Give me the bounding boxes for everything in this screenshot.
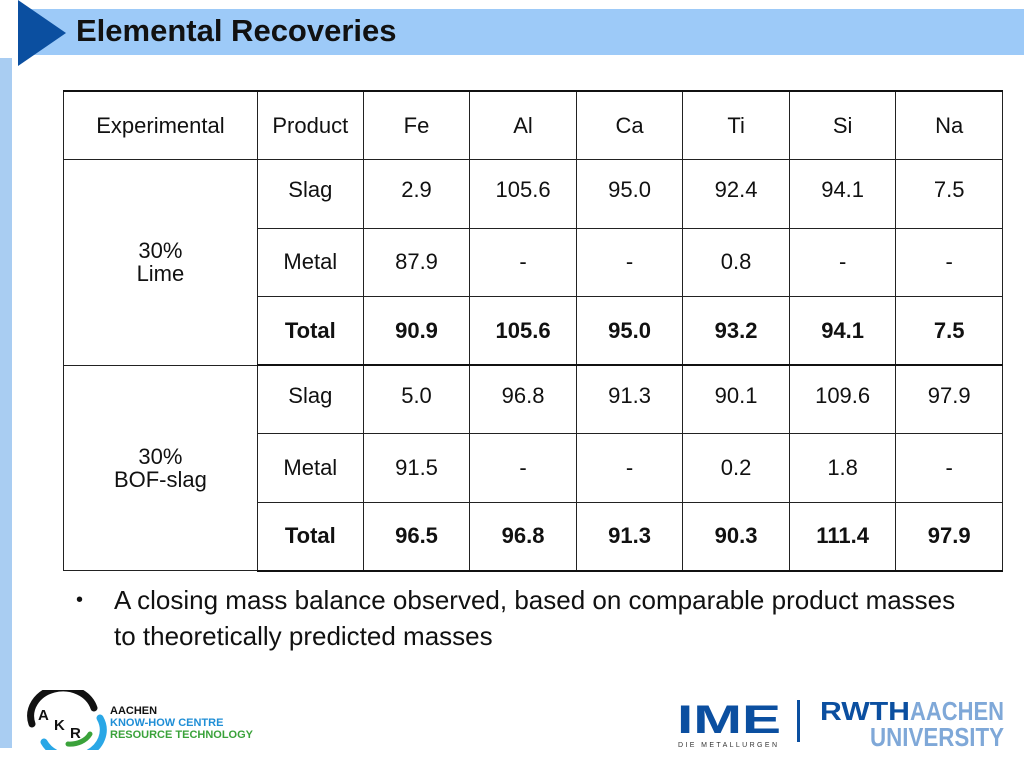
value-cell: 97.9: [895, 364, 1003, 434]
value-cell: 0.8: [682, 227, 790, 297]
column-header: Product: [256, 90, 364, 160]
value-cell: 95.0: [575, 296, 684, 366]
value-cell: 7.5: [895, 296, 1003, 366]
experimental-cell: 30% BOF-slag: [63, 364, 258, 571]
product-cell: Slag: [256, 159, 364, 229]
value-cell: 96.5: [362, 501, 471, 572]
akr-logo: A K R: [27, 690, 107, 750]
product-cell: Slag: [256, 364, 364, 434]
column-header: Experimental: [63, 90, 258, 160]
akr-line: RESOURCE TECHNOLOGY: [110, 729, 254, 741]
title-arrow-icon: [18, 0, 66, 66]
rwth-aachen: AACHEN: [910, 696, 1004, 726]
value-cell: 95.0: [575, 159, 684, 229]
column-header: Na: [895, 90, 1003, 160]
value-cell: -: [469, 433, 577, 503]
value-cell: 90.9: [362, 296, 471, 366]
logo-divider: [797, 700, 800, 742]
value-cell: 91.3: [575, 364, 684, 434]
rwth-university: UNIVERSITY: [870, 722, 1004, 748]
value-cell: 91.3: [575, 501, 684, 572]
value-cell: 0.2: [682, 433, 790, 503]
value-cell: 92.4: [682, 159, 790, 229]
table-row: 30% Lime Slag 2.9 105.6 95.0 92.4 94.1 7…: [63, 159, 1003, 366]
value-cell: -: [469, 227, 577, 297]
product-cell: Metal: [256, 227, 364, 297]
rwth-mark: RWTH: [820, 696, 910, 726]
value-cell: 94.1: [788, 159, 897, 229]
value-cell: -: [575, 433, 684, 503]
experimental-label: 30%: [138, 443, 183, 469]
value-cell: -: [575, 227, 684, 297]
ime-logo: IME DIE METALLURGEN: [677, 698, 781, 749]
value-cell: -: [895, 227, 1003, 297]
column-header: Ti: [682, 90, 790, 160]
value-cell: 109.6: [788, 364, 897, 434]
experimental-label: 30%: [138, 238, 183, 264]
experimental-label: BOF-slag: [113, 466, 207, 492]
column-header: Ca: [575, 90, 684, 160]
table-header-row: Experimental Product Fe Al Ca Ti Si Na: [63, 90, 1003, 160]
akr-wordmark: AACHEN KNOW-HOW CENTRE RESOURCE TECHNOLO…: [110, 705, 253, 741]
product-cell: Total: [256, 501, 364, 572]
value-cell: 96.8: [469, 501, 577, 572]
table-total-row: Total 90.9 105.6 95.0 93.2 94.1 7.5: [64, 296, 1003, 366]
column-header: Al: [469, 90, 577, 160]
value-cell: 111.4: [788, 501, 897, 572]
table-total-row: Total 96.5 96.8 91.3 90.3 111.4 97.9: [64, 501, 1003, 572]
rwth-logo: RWTH AACHEN UNIVERSITY: [820, 696, 1004, 748]
bullet-marker: •: [76, 589, 84, 611]
experimental-label: Lime: [136, 261, 185, 287]
column-header: Fe: [362, 90, 471, 160]
value-cell: 105.6: [469, 159, 577, 229]
experimental-cell: 30% Lime: [63, 159, 258, 366]
table-row: 30% BOF-slag Slag 5.0 96.8 91.3 90.1 109…: [63, 364, 1003, 571]
akr-letter: K: [54, 717, 65, 734]
akr-line: KNOW-HOW CENTRE: [110, 717, 224, 729]
recoveries-table: Experimental Product Fe Al Ca Ti Si Na 3…: [63, 90, 1003, 572]
value-cell: 1.8: [788, 433, 897, 503]
value-cell: -: [788, 227, 897, 297]
ime-mark: IME: [677, 698, 781, 742]
value-cell: 91.5: [362, 433, 471, 503]
value-cell: 94.1: [788, 296, 897, 366]
value-cell: 90.3: [682, 501, 790, 572]
bullet-text: A closing mass balance observed, based o…: [114, 585, 956, 651]
table-row: Metal 87.9 - - 0.8 - -: [64, 227, 1003, 297]
value-cell: -: [895, 433, 1003, 503]
akr-line: AACHEN: [110, 705, 158, 717]
product-cell: Total: [256, 296, 364, 366]
value-cell: 93.2: [682, 296, 790, 366]
value-cell: 5.0: [362, 364, 471, 434]
value-cell: 105.6: [469, 296, 577, 366]
page-title: Elemental Recoveries: [76, 13, 397, 48]
column-header: Si: [788, 90, 897, 160]
value-cell: 90.1: [682, 364, 790, 434]
value-cell: 97.9: [895, 501, 1003, 572]
product-cell: Metal: [256, 433, 364, 503]
value-cell: 87.9: [362, 227, 471, 297]
left-accent-bar: [0, 58, 12, 748]
akr-letter: R: [70, 725, 81, 742]
title-band: [18, 9, 1024, 55]
bullet-item: • A closing mass balance observed, based…: [76, 582, 974, 654]
value-cell: 2.9: [362, 159, 471, 229]
value-cell: 7.5: [895, 159, 1003, 229]
ime-tagline: DIE METALLURGEN: [678, 742, 780, 749]
akr-letter: A: [38, 707, 49, 724]
value-cell: 96.8: [469, 364, 577, 434]
